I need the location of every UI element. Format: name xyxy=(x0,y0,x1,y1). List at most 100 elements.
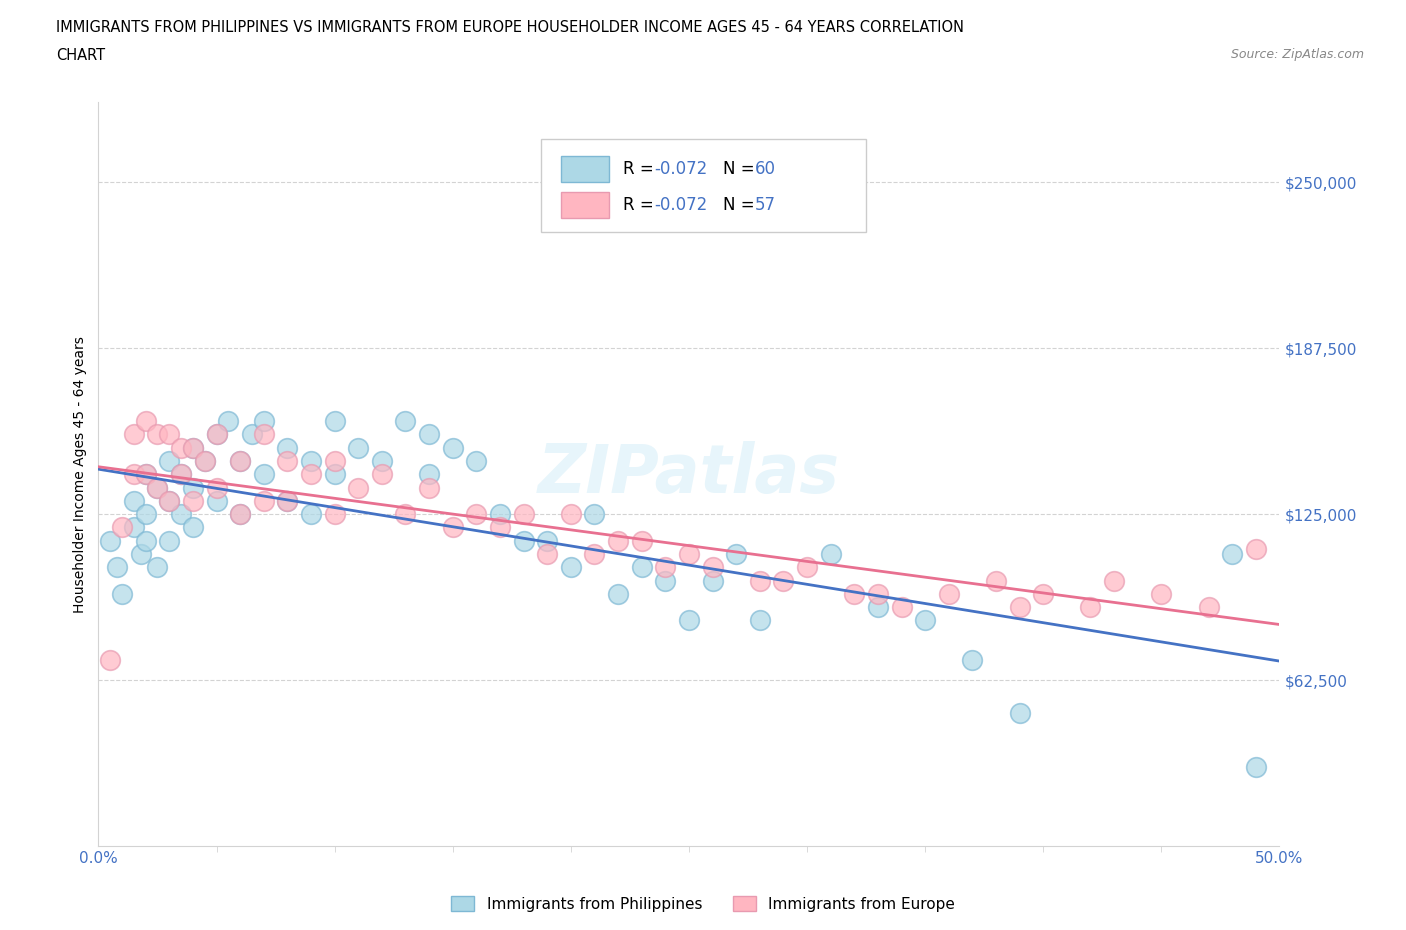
Point xyxy=(347,480,370,495)
Point xyxy=(135,467,157,482)
Point xyxy=(702,573,724,588)
Point xyxy=(146,427,169,442)
Point xyxy=(135,467,157,482)
Point xyxy=(489,507,512,522)
Point xyxy=(253,427,276,442)
Point xyxy=(181,520,204,535)
Point xyxy=(1008,600,1031,615)
Legend: Immigrants from Philippines, Immigrants from Europe: Immigrants from Philippines, Immigrants … xyxy=(446,889,960,918)
Point xyxy=(253,494,276,509)
Point xyxy=(135,533,157,548)
Point xyxy=(630,533,652,548)
Point xyxy=(654,573,676,588)
Point xyxy=(122,494,145,509)
Point xyxy=(347,440,370,455)
Point xyxy=(323,467,346,482)
Text: R =: R = xyxy=(623,160,659,178)
Text: N =: N = xyxy=(723,160,761,178)
Point xyxy=(129,547,152,562)
Point xyxy=(678,613,700,628)
Point xyxy=(1220,547,1243,562)
Point xyxy=(146,480,169,495)
Point xyxy=(146,560,169,575)
Point xyxy=(170,467,193,482)
Point xyxy=(181,440,204,455)
Point xyxy=(299,467,322,482)
Text: -0.072: -0.072 xyxy=(655,195,709,214)
FancyBboxPatch shape xyxy=(561,156,609,182)
Point xyxy=(748,573,770,588)
Point xyxy=(914,613,936,628)
Point xyxy=(253,414,276,429)
Point xyxy=(512,533,534,548)
Point xyxy=(194,454,217,469)
Point xyxy=(938,587,960,602)
Point xyxy=(465,507,488,522)
Point xyxy=(205,427,228,442)
Point xyxy=(276,454,298,469)
Point xyxy=(253,467,276,482)
Point xyxy=(135,414,157,429)
Point xyxy=(418,427,440,442)
Point xyxy=(181,440,204,455)
Point xyxy=(276,440,298,455)
Point xyxy=(1150,587,1173,602)
Point xyxy=(157,533,180,548)
Text: IMMIGRANTS FROM PHILIPPINES VS IMMIGRANTS FROM EUROPE HOUSEHOLDER INCOME AGES 45: IMMIGRANTS FROM PHILIPPINES VS IMMIGRANT… xyxy=(56,20,965,35)
Point xyxy=(229,507,252,522)
Point xyxy=(135,507,157,522)
Point xyxy=(536,533,558,548)
Point xyxy=(630,560,652,575)
Point xyxy=(866,587,889,602)
Text: -0.072: -0.072 xyxy=(655,160,709,178)
Point xyxy=(276,494,298,509)
FancyBboxPatch shape xyxy=(561,192,609,218)
Point xyxy=(489,520,512,535)
Point xyxy=(205,427,228,442)
Point xyxy=(181,480,204,495)
Point xyxy=(796,560,818,575)
Point xyxy=(1102,573,1125,588)
Point xyxy=(371,454,394,469)
FancyBboxPatch shape xyxy=(541,140,866,232)
Point xyxy=(229,507,252,522)
Point xyxy=(820,547,842,562)
Point xyxy=(323,454,346,469)
Point xyxy=(512,507,534,522)
Point xyxy=(748,613,770,628)
Point xyxy=(1008,706,1031,721)
Point xyxy=(205,494,228,509)
Point xyxy=(170,507,193,522)
Point xyxy=(962,653,984,668)
Point xyxy=(560,560,582,575)
Point xyxy=(276,494,298,509)
Point xyxy=(229,454,252,469)
Point xyxy=(1244,759,1267,774)
Point xyxy=(122,467,145,482)
Point xyxy=(394,414,416,429)
Point xyxy=(205,480,228,495)
Point xyxy=(181,494,204,509)
Point xyxy=(170,467,193,482)
Point xyxy=(122,520,145,535)
Point xyxy=(607,587,630,602)
Point xyxy=(157,494,180,509)
Point xyxy=(299,507,322,522)
Point xyxy=(1080,600,1102,615)
Point xyxy=(371,467,394,482)
Point xyxy=(1244,541,1267,556)
Point xyxy=(890,600,912,615)
Text: Source: ZipAtlas.com: Source: ZipAtlas.com xyxy=(1230,48,1364,61)
Point xyxy=(1198,600,1220,615)
Point xyxy=(111,520,134,535)
Point xyxy=(394,507,416,522)
Point xyxy=(217,414,239,429)
Point xyxy=(725,547,748,562)
Point xyxy=(678,547,700,562)
Point xyxy=(465,454,488,469)
Text: ZIPatlas: ZIPatlas xyxy=(538,442,839,507)
Point xyxy=(866,600,889,615)
Point xyxy=(441,520,464,535)
Text: 60: 60 xyxy=(755,160,776,178)
Point xyxy=(441,440,464,455)
